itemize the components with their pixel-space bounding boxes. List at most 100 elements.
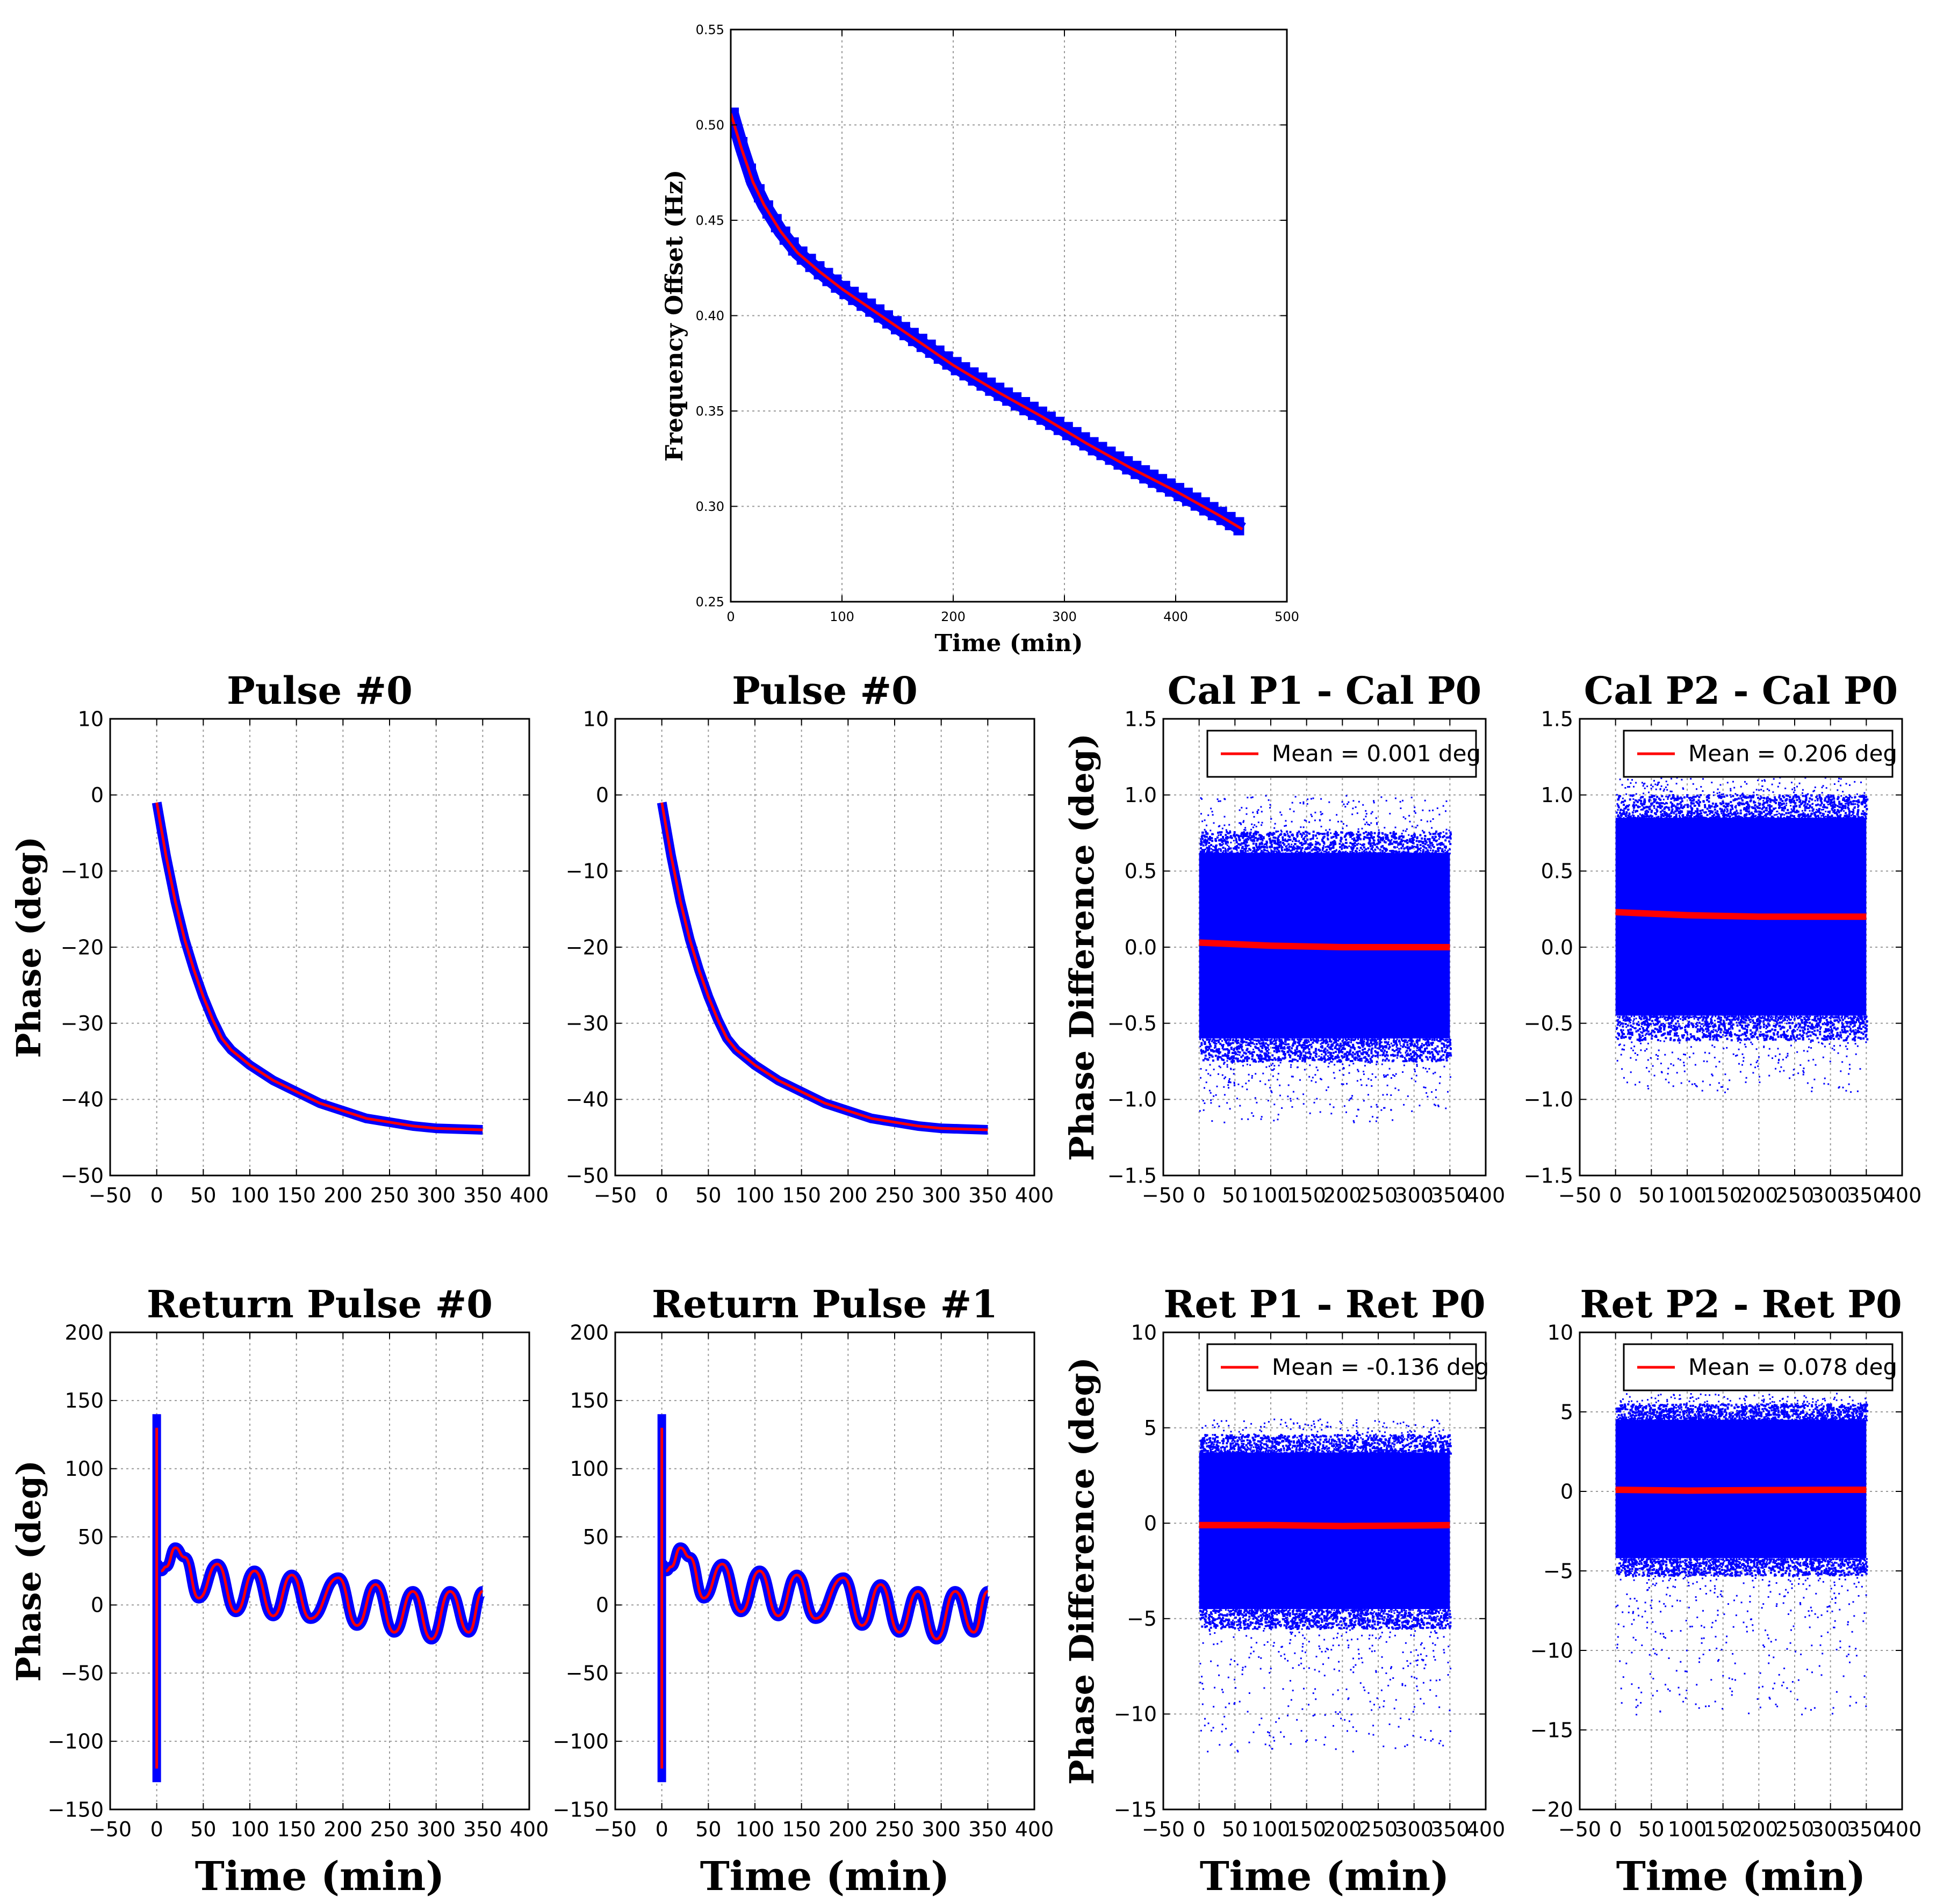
plot-area: [615, 1332, 1034, 1809]
y-tick-label: 200: [570, 1321, 609, 1344]
y-tick-label: 150: [64, 1389, 104, 1412]
x-tick-label: 50: [1222, 1818, 1248, 1841]
chart-ret1: −50 0 50 100 150 200 250 300 350 400 −150 −100 −50 0 5…: [553, 1282, 1054, 1900]
x-tick-label: 400: [1466, 1818, 1506, 1841]
x-tick-label: 350: [1430, 1184, 1470, 1207]
y-tick-label: 1.5: [1541, 707, 1573, 731]
x-tick-label: 150: [1287, 1818, 1326, 1841]
x-tick-label: 100: [1251, 1184, 1291, 1207]
x-tick-label: 100: [736, 1184, 775, 1207]
data-layer: [1199, 795, 1452, 1123]
y-tick-label: 0: [1144, 1512, 1157, 1535]
data-layer: [1615, 776, 1869, 1093]
x-tick-label: 150: [782, 1184, 821, 1207]
x-axis-label: Time (min): [700, 1853, 950, 1900]
x-tick-label: 0: [656, 1818, 668, 1841]
y-tick-label: 0.35: [696, 403, 724, 419]
data-layer: [1199, 1418, 1452, 1752]
y-tick-label: 10: [583, 707, 609, 731]
legend-label: Mean = 0.001 deg: [1272, 740, 1481, 767]
chart-title: Cal P1 - Cal P0: [1168, 668, 1482, 713]
y-tick-label: 5: [1560, 1400, 1573, 1424]
y-tick-label: −30: [61, 1012, 104, 1035]
x-tick-label: 250: [370, 1184, 409, 1207]
y-tick-label: 10: [1131, 1321, 1157, 1344]
plot-area: [110, 1332, 529, 1809]
x-tick-label: 50: [1222, 1184, 1248, 1207]
y-tick-label: 0.0: [1541, 935, 1573, 959]
x-tick-label: 50: [695, 1184, 721, 1207]
x-tick-label: 150: [277, 1184, 316, 1207]
x-tick-label: 250: [875, 1184, 915, 1207]
x-tick-label: 300: [1811, 1818, 1850, 1841]
x-tick-label: 300: [1394, 1184, 1434, 1207]
x-tick-label: 200: [1739, 1184, 1779, 1207]
x-tick-label: 150: [782, 1818, 821, 1841]
scatter-edge-points: [1199, 1433, 1452, 1630]
chart-ret0: −50 0 50 100 150 200 250 300 350 400 −150 −100 −50 0 5…: [9, 1282, 549, 1900]
y-tick-label: −50: [566, 1662, 609, 1685]
y-tick-label: 5: [1144, 1416, 1157, 1440]
legend: Mean = 0.078 deg: [1623, 1343, 1897, 1391]
y-tick-label: −20: [566, 935, 609, 959]
y-tick-label: −1.0: [1107, 1088, 1157, 1112]
y-tick-label: −10: [1114, 1703, 1157, 1726]
y-tick-label: 0.30: [696, 499, 724, 514]
x-tick-label: 400: [1883, 1818, 1922, 1841]
chart-freq: 0 100 200 300 400 500 0.25 0.30 0.35 0.40 0.45 0.50…: [661, 22, 1299, 657]
chart-title: Ret P1 - Ret P0: [1163, 1282, 1485, 1326]
x-tick-label: 150: [1703, 1818, 1743, 1841]
x-tick-label: 50: [695, 1818, 721, 1841]
chart-pulse0a: −50 0 50 100 150 200 250 300 350 400−50−40−30−20−…: [9, 668, 549, 1207]
x-tick-label: 200: [323, 1818, 363, 1841]
x-tick-label: 200: [1323, 1184, 1362, 1207]
y-tick-label: −150: [48, 1798, 104, 1821]
y-tick-label: −40: [61, 1088, 104, 1112]
y-tick-label: 0.40: [696, 308, 724, 323]
chart-pulse0b: −50 0 50 100 150 200 250 300 350 400−50−40−30−20−…: [566, 668, 1054, 1207]
x-tick-label: −50: [89, 1818, 132, 1841]
y-tick-label: 100: [570, 1457, 609, 1481]
legend: Mean = 0.001 deg: [1206, 730, 1481, 778]
y-tick-label: −1.5: [1107, 1164, 1157, 1187]
x-tick-label: 250: [1359, 1818, 1398, 1841]
y-tick-label: −1.0: [1524, 1088, 1573, 1112]
mean-line: [1199, 939, 1450, 950]
x-tick-label: 0: [150, 1818, 163, 1841]
x-tick-label: −50: [1142, 1184, 1185, 1207]
chart-title: Pulse #0: [732, 668, 918, 713]
x-tick-label: 250: [1775, 1184, 1815, 1207]
chart-title: Cal P2 - Cal P0: [1584, 668, 1898, 713]
chart-title: Pulse #0: [227, 668, 413, 713]
x-tick-label: 150: [277, 1818, 316, 1841]
y-tick-label: 0: [91, 783, 104, 807]
y-tick-label: 0: [596, 783, 609, 807]
x-tick-label: 100: [231, 1818, 270, 1841]
x-tick-label: 300: [922, 1184, 961, 1207]
x-tick-label: 150: [1287, 1184, 1326, 1207]
x-tick-label: 400: [510, 1818, 549, 1841]
x-tick-label: 200: [1323, 1818, 1362, 1841]
y-tick-label: 0: [596, 1593, 609, 1617]
x-tick-label: 350: [1847, 1184, 1886, 1207]
y-tick-label: −0.5: [1524, 1012, 1573, 1035]
x-tick-label: 100: [1668, 1818, 1707, 1841]
series-line-fit: [731, 113, 1243, 531]
chart-title: Ret P2 - Ret P0: [1580, 1282, 1902, 1326]
x-tick-label: −50: [594, 1818, 637, 1841]
data-layer: [731, 107, 1246, 536]
y-tick-label: −100: [48, 1729, 104, 1753]
x-tick-label: 100: [1251, 1818, 1291, 1841]
y-axis-label: Phase Difference (deg): [1062, 733, 1102, 1161]
data-layer: [657, 802, 988, 1135]
x-tick-label: 150: [1703, 1184, 1743, 1207]
chart-retp1: −50 0 50 100150200250300350400−15−10−50510R…: [1062, 1282, 1505, 1900]
x-tick-label: 300: [1811, 1184, 1850, 1207]
x-tick-label: 350: [1430, 1818, 1470, 1841]
x-tick-label: 100: [231, 1184, 270, 1207]
y-tick-label: 0.5: [1125, 860, 1157, 883]
y-tick-label: 200: [64, 1321, 104, 1344]
x-tick-label: 350: [463, 1818, 502, 1841]
y-axis-label: Frequency Offset (Hz): [661, 170, 688, 461]
